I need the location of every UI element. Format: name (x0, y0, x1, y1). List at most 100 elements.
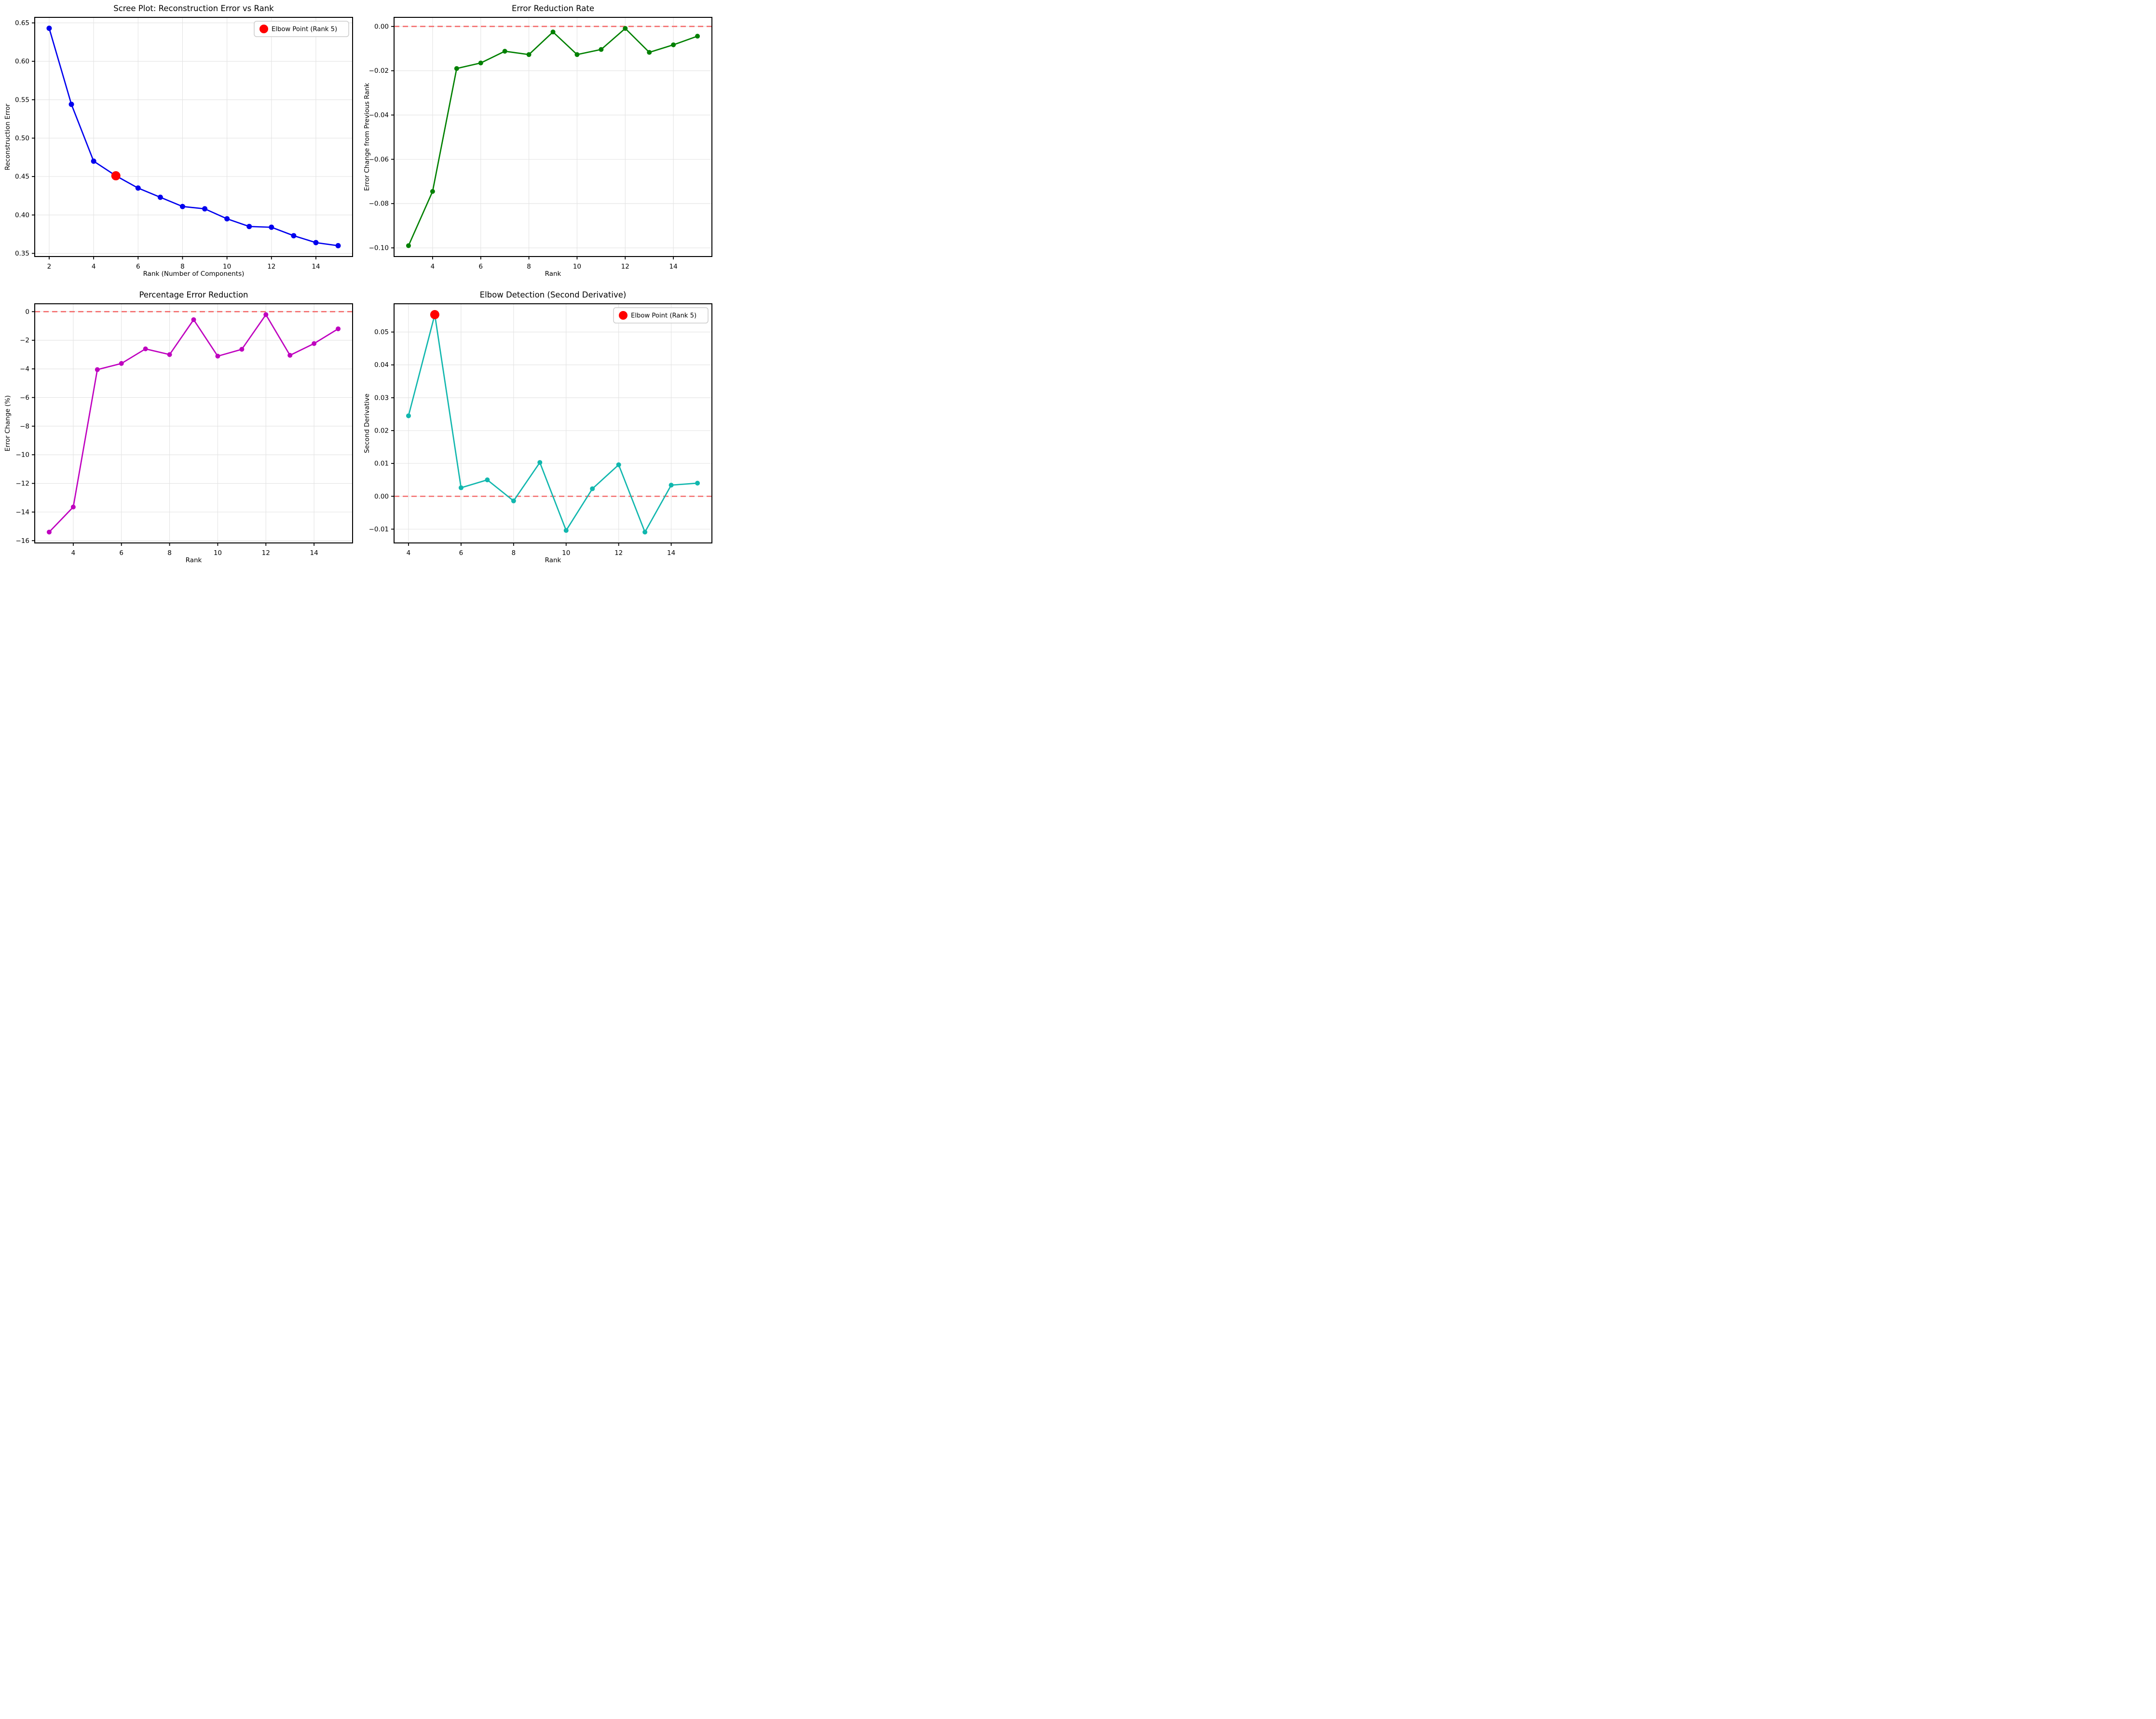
data-point-marker (590, 486, 595, 491)
elbow-point-marker (430, 310, 439, 319)
data-point-marker (202, 206, 208, 212)
chart-title: Percentage Error Reduction (139, 290, 248, 299)
x-axis-label: Rank (545, 270, 561, 278)
x-axis-label: Rank (Number of Components) (143, 270, 245, 278)
data-point-marker (616, 462, 621, 467)
data-point-marker (239, 347, 245, 352)
x-tick-label: 6 (119, 549, 123, 557)
x-axis-label: Rank (545, 556, 561, 564)
y-tick-label: −4 (20, 365, 29, 373)
y-axis-label: Error Change from Previous Rank (363, 83, 371, 191)
data-point-marker (95, 367, 100, 372)
x-tick-label: 14 (312, 263, 320, 271)
data-point-marker (46, 26, 52, 31)
data-point-marker (669, 483, 674, 488)
x-tick-label: 8 (167, 549, 172, 557)
y-tick-label: −6 (20, 394, 29, 402)
plot-frame (34, 303, 353, 543)
x-tick-label: 4 (431, 263, 435, 271)
data-point-marker (167, 352, 172, 357)
data-point-marker (68, 101, 74, 107)
y-tick-label: 0.03 (374, 394, 389, 402)
y-tick-label: −0.02 (369, 67, 389, 75)
data-point-marker (671, 42, 676, 47)
data-point-marker (502, 49, 507, 54)
data-point-marker (336, 326, 341, 331)
x-tick-label: 12 (621, 263, 629, 271)
data-point-marker (224, 216, 230, 222)
data-point-marker (179, 203, 185, 209)
chart-title: Elbow Detection (Second Derivative) (479, 290, 627, 299)
plot-frame (394, 17, 712, 257)
y-tick-label: −0.01 (369, 526, 389, 533)
data-point-marker (135, 185, 141, 191)
chart-title: Error Reduction Rate (511, 4, 595, 13)
y-tick-label: 0.02 (374, 427, 389, 434)
y-tick-label: 0.05 (374, 328, 389, 336)
data-point-marker (563, 528, 569, 533)
y-axis-label: Second Derivative (363, 393, 371, 453)
y-tick-label: 0.50 (15, 135, 29, 142)
data-point-marker (430, 189, 435, 194)
legend-label: Elbow Point (Rank 5) (631, 312, 696, 320)
x-tick-label: 4 (92, 263, 96, 271)
x-tick-label: 12 (262, 549, 270, 557)
error-reduction-rate-canvas: 4 6 8 10 12 14 0.00 −0.02 −0.04 −0.06 −0.08 −0.10 (369, 17, 712, 271)
legend-elbow-marker-icon (619, 311, 628, 320)
legend-box (613, 307, 709, 324)
data-point-marker (642, 529, 648, 535)
data-point-marker (91, 158, 96, 164)
data-point-marker (246, 224, 252, 230)
x-tick-label: 6 (478, 263, 483, 271)
data-point-marker (599, 47, 604, 52)
y-tick-label: 0.01 (374, 460, 389, 468)
data-point-marker (335, 243, 341, 249)
error-reduction-rate-panel: Error Reduction Rate Error Change from P… (359, 0, 719, 286)
percentage-error-reduction-canvas: 4 6 8 10 12 14 0 −2 −4 −6 −8 −10 −12 −14 −16 (16, 303, 353, 557)
series-line (408, 27, 698, 246)
y-tick-label: 0.60 (15, 58, 29, 66)
x-tick-label: 8 (512, 549, 516, 557)
elbow-point-marker (111, 171, 121, 181)
data-point-marker (526, 52, 532, 57)
y-tick-label: −2 (20, 337, 29, 344)
data-point-marker (458, 485, 464, 490)
legend-label: Elbow Point (Rank 5) (272, 26, 337, 33)
data-point-marker (454, 66, 459, 71)
x-tick-label: 4 (407, 549, 411, 557)
data-point-marker (119, 361, 124, 366)
y-tick-label: −12 (16, 480, 30, 487)
elbow-detection-canvas: 4 6 8 10 12 14 0.05 0.04 0.03 0.02 0.01 0.00 −0.01 El… (369, 303, 712, 557)
data-point-marker (263, 312, 269, 317)
elbow-detection-panel: Elbow Detection (Second Derivative) Seco… (359, 286, 719, 573)
y-tick-label: 0.04 (374, 361, 389, 369)
data-point-marker (478, 60, 483, 66)
legend-elbow-marker-icon (259, 25, 268, 33)
data-point-marker (485, 477, 490, 483)
data-point-marker (191, 317, 196, 322)
y-axis-label: Reconstruction Error (4, 103, 12, 171)
chart-title: Scree Plot: Reconstruction Error vs Rank (113, 4, 274, 13)
data-point-marker (215, 353, 220, 359)
x-tick-label: 14 (667, 549, 675, 557)
series-line (48, 27, 339, 246)
y-tick-label: −0.10 (369, 244, 389, 252)
data-point-marker (537, 460, 543, 465)
data-point-marker (287, 352, 293, 358)
plot-frame (394, 303, 712, 543)
x-tick-label: 6 (459, 549, 464, 557)
data-point-marker (291, 233, 297, 239)
data-point-marker (550, 29, 556, 35)
legend-box (254, 21, 349, 37)
y-tick-label: 0.35 (15, 250, 29, 257)
data-point-marker (511, 498, 516, 503)
x-tick-label: 14 (669, 263, 678, 271)
x-tick-label: 10 (573, 263, 581, 271)
x-tick-label: 12 (267, 263, 275, 271)
data-point-marker (143, 346, 148, 352)
y-tick-label: 0.65 (15, 19, 29, 27)
x-tick-label: 4 (71, 549, 76, 557)
x-tick-label: 8 (527, 263, 531, 271)
y-tick-label: −0.04 (369, 111, 389, 119)
y-tick-label: 0.00 (374, 493, 389, 501)
